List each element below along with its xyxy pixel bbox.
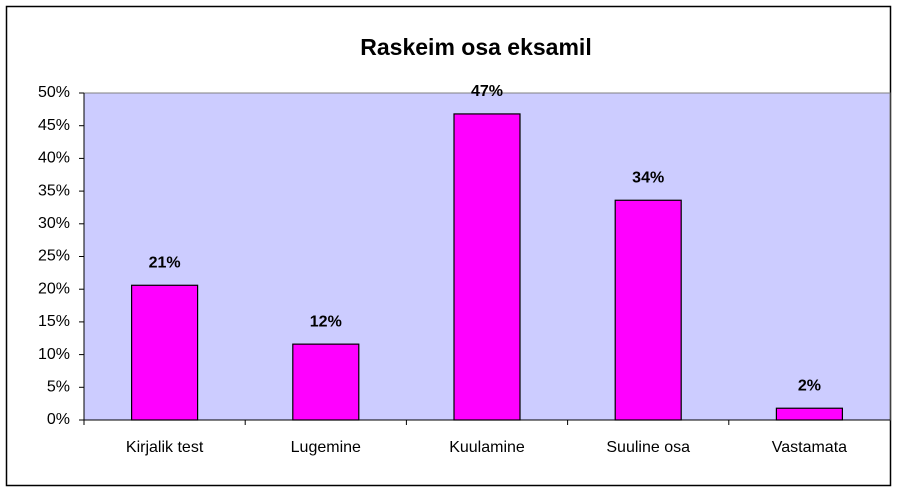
x-tick-label: Kirjalik test xyxy=(126,439,204,456)
x-tick-label: Lugemine xyxy=(291,439,361,456)
y-tick-label: 30% xyxy=(38,215,70,232)
y-tick-label: 45% xyxy=(38,117,70,134)
x-tick-label: Kuulamine xyxy=(449,439,525,456)
y-tick-label: 5% xyxy=(47,379,70,396)
y-tick-label: 10% xyxy=(38,346,70,363)
data-label: 34% xyxy=(632,169,664,186)
bar xyxy=(292,343,360,421)
y-tick-label: 20% xyxy=(38,280,70,297)
x-tick-label: Suuline osa xyxy=(606,439,690,456)
y-tick-label: 25% xyxy=(38,248,70,265)
data-label: 12% xyxy=(310,313,342,330)
y-tick-label: 50% xyxy=(38,84,70,101)
data-label: 21% xyxy=(149,254,181,271)
y-tick-label: 15% xyxy=(38,313,70,330)
y-tick-label: 40% xyxy=(38,150,70,167)
data-label: 47% xyxy=(471,83,503,100)
y-tick-label: 0% xyxy=(47,411,70,428)
bar xyxy=(453,113,521,421)
bar xyxy=(775,407,844,421)
data-label: 2% xyxy=(798,377,821,394)
y-tick-label: 35% xyxy=(38,182,70,199)
x-tick-label: Vastamata xyxy=(772,439,847,456)
bar xyxy=(614,199,682,421)
bar xyxy=(131,284,199,421)
chart-title: Raskeim osa eksamil xyxy=(360,34,591,60)
